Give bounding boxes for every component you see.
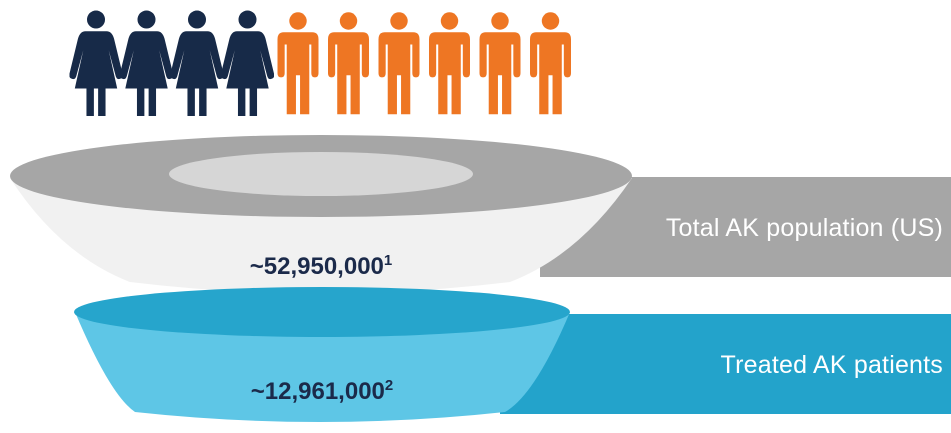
- treated-patients-label: Treated AK patients: [720, 351, 943, 379]
- male-person-icon: [277, 12, 319, 115]
- total-population-tier: [10, 135, 632, 294]
- male-person-icon: [479, 12, 521, 115]
- treated-patients-tier: [74, 287, 570, 422]
- male-person-icon: [530, 12, 571, 115]
- treated-patients-tier-body: [75, 312, 570, 422]
- treated-patients-value: ~12,961,0002: [222, 378, 422, 406]
- female-person-icon: [69, 10, 123, 116]
- treated-patients-band: [500, 314, 951, 414]
- treated-patients-reference: 2: [384, 377, 394, 394]
- female-person-icon: [120, 10, 173, 116]
- total-population-reference: 1: [383, 252, 393, 269]
- male-person-icon: [378, 12, 420, 115]
- total-population-number: ~52,950,000: [249, 253, 384, 280]
- total-population-label: Total AK population (US): [665, 214, 943, 242]
- female-person-icon: [170, 10, 224, 116]
- male-person-icon: [328, 12, 369, 115]
- female-person-icon: [221, 10, 274, 116]
- treated-patients-tier-top: [74, 287, 570, 337]
- male-person-icon: [429, 12, 470, 115]
- total-population-tier-opening: [169, 152, 473, 196]
- people-row: [69, 10, 571, 116]
- treated-patients-number: ~12,961,000: [250, 378, 385, 405]
- total-population-value: ~52,950,0001: [221, 253, 421, 281]
